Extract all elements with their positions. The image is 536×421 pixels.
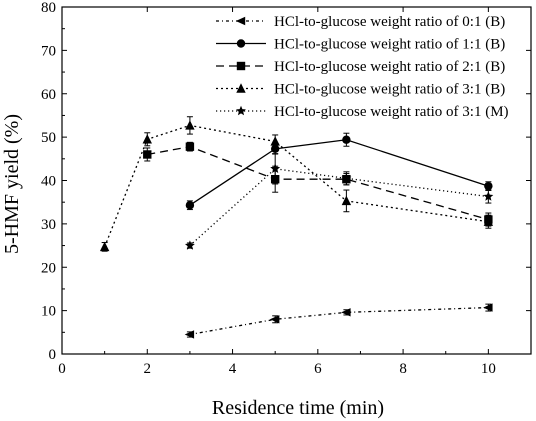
- data-point: [270, 163, 281, 173]
- x-tick-label: 0: [58, 361, 66, 377]
- legend-label: HCl-to-glucose weight ratio of 3:1 (M): [274, 104, 509, 120]
- data-point: [185, 142, 195, 151]
- x-tick-label: 4: [229, 361, 237, 377]
- data-point: [342, 135, 351, 144]
- y-axis-title: 5-HMF yield (%): [1, 114, 23, 254]
- data-point: [184, 330, 195, 339]
- y-tick-label: 10: [41, 304, 56, 320]
- data-point: [484, 181, 493, 191]
- series-line: [147, 145, 489, 221]
- data-point: [270, 136, 280, 146]
- y-tick-label: 40: [41, 174, 56, 190]
- series-2: [185, 132, 493, 211]
- data-point: [341, 308, 351, 317]
- data-point: [99, 241, 110, 252]
- series-line: [189, 306, 489, 336]
- data-point: [142, 134, 152, 144]
- y-tick-label: 0: [49, 347, 57, 363]
- legend-marker: [236, 39, 246, 48]
- y-tick-label: 30: [41, 217, 56, 233]
- x-tick-label: 10: [481, 361, 496, 377]
- series-layer: [99, 116, 494, 339]
- data-point: [483, 216, 494, 226]
- x-tick-label: 6: [314, 361, 322, 377]
- series-5: [184, 153, 494, 250]
- y-tick-label: 80: [41, 0, 56, 16]
- series-1: [184, 303, 493, 339]
- legend-label: HCl-to-glucose weight ratio of 0:1 (B): [274, 14, 505, 30]
- x-tick-label: 2: [144, 361, 152, 377]
- y-tick-label: 70: [41, 43, 56, 59]
- data-point: [483, 191, 494, 201]
- legend-marker: [235, 16, 246, 26]
- series-line: [104, 124, 489, 248]
- y-tick-label: 20: [41, 260, 56, 276]
- legend-item-1: HCl-to-glucose weight ratio of 0:1 (B): [216, 14, 505, 30]
- legend-label: HCl-to-glucose weight ratio of 2:1 (B): [274, 59, 505, 75]
- data-point: [269, 315, 280, 324]
- series-4: [99, 116, 494, 252]
- legend-label: HCl-to-glucose weight ratio of 3:1 (B): [274, 82, 505, 98]
- legend-marker: [236, 105, 246, 116]
- series-line: [189, 139, 489, 206]
- x-tick-label: 8: [399, 361, 407, 377]
- legend-label: HCl-to-glucose weight ratio of 1:1 (B): [274, 37, 505, 53]
- legend-item-4: HCl-to-glucose weight ratio of 3:1 (B): [216, 82, 505, 98]
- y-tick-label: 50: [41, 130, 56, 146]
- legend-item-2: HCl-to-glucose weight ratio of 1:1 (B): [216, 37, 505, 53]
- data-point: [341, 173, 352, 183]
- legend-item-5: HCl-to-glucose weight ratio of 3:1 (M): [216, 104, 509, 120]
- legend-marker: [236, 61, 246, 71]
- legend-item-3: HCl-to-glucose weight ratio of 2:1 (B): [216, 59, 505, 75]
- data-point: [184, 240, 195, 250]
- data-point: [185, 120, 195, 130]
- data-point: [341, 195, 352, 206]
- series-3: [143, 141, 493, 227]
- data-point: [270, 144, 280, 154]
- legend-marker: [236, 83, 246, 93]
- data-point: [143, 150, 152, 159]
- data-point: [483, 303, 493, 312]
- legend: HCl-to-glucose weight ratio of 0:1 (B) HC…: [216, 14, 509, 120]
- data-point: [185, 201, 195, 210]
- x-axis-title: Residence time (min): [212, 397, 384, 419]
- axes: 0 2 4 6 8 10 0 10 20 30 40 50 60 70 80: [41, 0, 532, 377]
- y-tick-label: 60: [41, 87, 56, 103]
